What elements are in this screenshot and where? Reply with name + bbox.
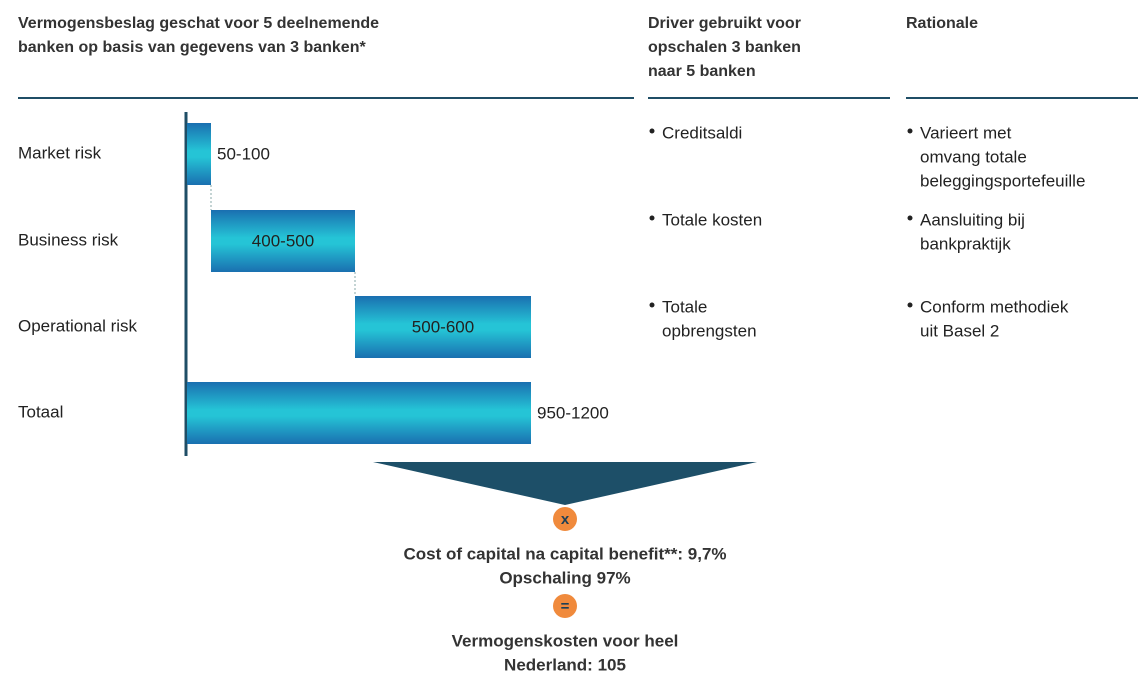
bar — [187, 382, 531, 444]
result-text: Opschaling 97% — [499, 568, 630, 587]
value-label: 400-500 — [252, 231, 314, 250]
bullet — [649, 215, 655, 221]
operator-circle — [553, 507, 577, 531]
arrow — [373, 462, 757, 505]
driver-text: Totale — [662, 297, 707, 316]
rationale-text: uit Basel 2 — [920, 321, 999, 340]
driver-text: Totale kosten — [662, 210, 762, 229]
operator: x — [561, 511, 570, 528]
operator-circle — [553, 594, 577, 618]
bullet — [649, 302, 655, 308]
bar — [211, 210, 355, 272]
bullet — [907, 215, 913, 221]
category-label: Totaal — [18, 402, 63, 421]
rationale-text: Varieert met — [920, 123, 1012, 142]
bullet — [649, 128, 655, 134]
rationale-text: beleggingsportefeuille — [920, 171, 1085, 190]
result-text: Vermogenskosten voor heel — [452, 631, 679, 650]
column-header: naar 5 banken — [648, 63, 756, 80]
rationale-text: Aansluiting bij — [920, 210, 1025, 229]
column-header: banken op basis van gegevens van 3 banke… — [18, 39, 366, 56]
category-label: Operational risk — [18, 316, 138, 335]
rationale-text: omvang totale — [920, 147, 1027, 166]
driver-text: Creditsaldi — [662, 123, 742, 142]
category-label: Business risk — [18, 230, 119, 249]
result-text: Cost of capital na capital benefit**: 9,… — [403, 544, 726, 563]
value-label: 500-600 — [412, 317, 474, 336]
bullet — [907, 128, 913, 134]
column-header: Vermogensbeslag geschat voor 5 deelnemen… — [18, 15, 379, 32]
result-text: Nederland: 105 — [504, 655, 626, 674]
column-header: Rationale — [906, 15, 978, 32]
bar — [187, 123, 211, 185]
value-label: 50-100 — [217, 144, 270, 163]
category-label: Market risk — [18, 143, 102, 162]
bullet — [907, 302, 913, 308]
operator: = — [561, 598, 570, 615]
driver-text: opbrengsten — [662, 321, 757, 340]
rationale-text: bankpraktijk — [920, 234, 1011, 253]
value-label: 950-1200 — [537, 403, 609, 422]
rationale-text: Conform methodiek — [920, 297, 1069, 316]
bar — [355, 296, 531, 358]
column-header: opschalen 3 banken — [648, 39, 801, 56]
column-header: Driver gebruikt voor — [648, 15, 801, 32]
